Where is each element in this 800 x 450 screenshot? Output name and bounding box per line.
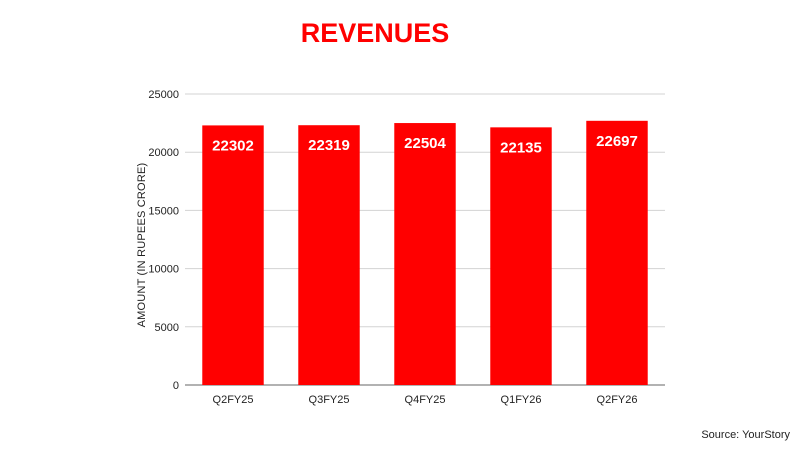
bar xyxy=(490,127,552,385)
y-tick-label: 15000 xyxy=(148,205,179,217)
bar xyxy=(586,120,648,386)
data-label: 22135 xyxy=(500,139,542,156)
x-tick-label: Q2FY26 xyxy=(597,394,638,406)
x-tick-label: Q2FY25 xyxy=(213,394,254,406)
y-tick-label: 5000 xyxy=(155,322,179,334)
bars: 22302 22319 22504 22135 22697 xyxy=(202,120,648,386)
y-tick-label: 10000 xyxy=(148,264,179,276)
chart-title: REVENUES xyxy=(301,18,450,48)
source-note: Source: YourStory xyxy=(701,429,790,441)
data-label: 22302 xyxy=(212,137,254,154)
data-label: 22319 xyxy=(308,137,350,154)
y-tick-label: 0 xyxy=(173,380,179,392)
x-tick-label: Q3FY25 xyxy=(309,394,350,406)
x-tick-label: Q1FY26 xyxy=(501,394,542,406)
bar xyxy=(298,125,360,385)
y-axis-ticks: 0 5000 10000 15000 20000 25000 xyxy=(148,89,179,392)
data-label: 22697 xyxy=(596,133,638,150)
y-axis-label: AMOUNT (IN RUPEES CRORE) xyxy=(136,163,148,328)
y-tick-label: 25000 xyxy=(148,89,179,101)
bar xyxy=(202,125,264,385)
x-tick-label: Q4FY25 xyxy=(405,394,446,406)
data-label: 22504 xyxy=(404,135,446,152)
x-axis-ticks: Q2FY25 Q3FY25 Q4FY25 Q1FY26 Q2FY26 xyxy=(213,394,638,406)
y-tick-label: 20000 xyxy=(148,147,179,159)
bar xyxy=(394,123,456,385)
